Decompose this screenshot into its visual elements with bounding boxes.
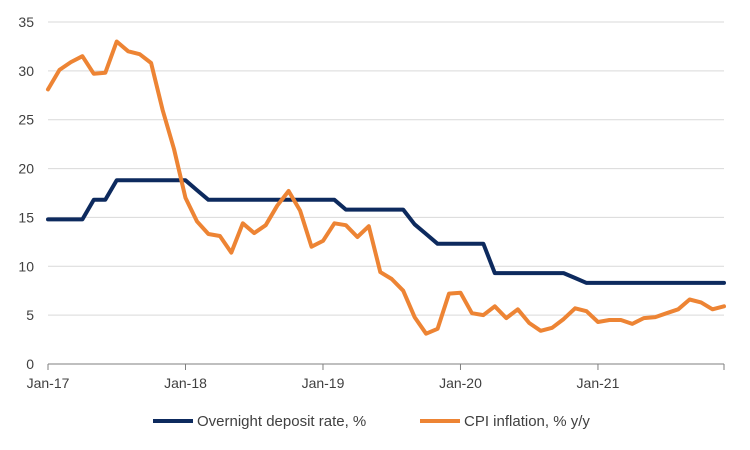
y-tick-label: 10	[18, 258, 34, 274]
y-tick-label: 30	[18, 63, 34, 79]
legend-label: Overnight deposit rate, %	[197, 413, 366, 430]
legend: Overnight deposit rate, % CPI inflation, …	[153, 413, 590, 430]
y-tick-label: 35	[18, 14, 34, 30]
y-tick-label: 25	[18, 112, 34, 128]
y-tick-label: 20	[18, 161, 34, 177]
x-tick-label: Jan-17	[27, 375, 70, 391]
x-tick-label: Jan-21	[577, 375, 620, 391]
x-tick-label: Jan-20	[439, 375, 482, 391]
plot-lines	[46, 39, 726, 336]
y-axis: 0 5 10 15 20 25 30 35	[18, 14, 34, 372]
y-tick-label: 0	[26, 356, 34, 372]
x-tick-label: Jan-19	[302, 375, 345, 391]
series-line-cpi-inflation	[46, 39, 726, 336]
x-axis: Jan-17 Jan-18 Jan-19 Jan-20 Jan-21	[27, 363, 725, 391]
legend-label: CPI inflation, % y/y	[464, 413, 590, 430]
x-tick-label: Jan-18	[164, 375, 207, 391]
y-tick-label: 5	[26, 307, 34, 323]
gridlines	[48, 21, 724, 316]
series-line-deposit-rate	[46, 178, 726, 285]
y-tick-label: 15	[18, 209, 34, 225]
